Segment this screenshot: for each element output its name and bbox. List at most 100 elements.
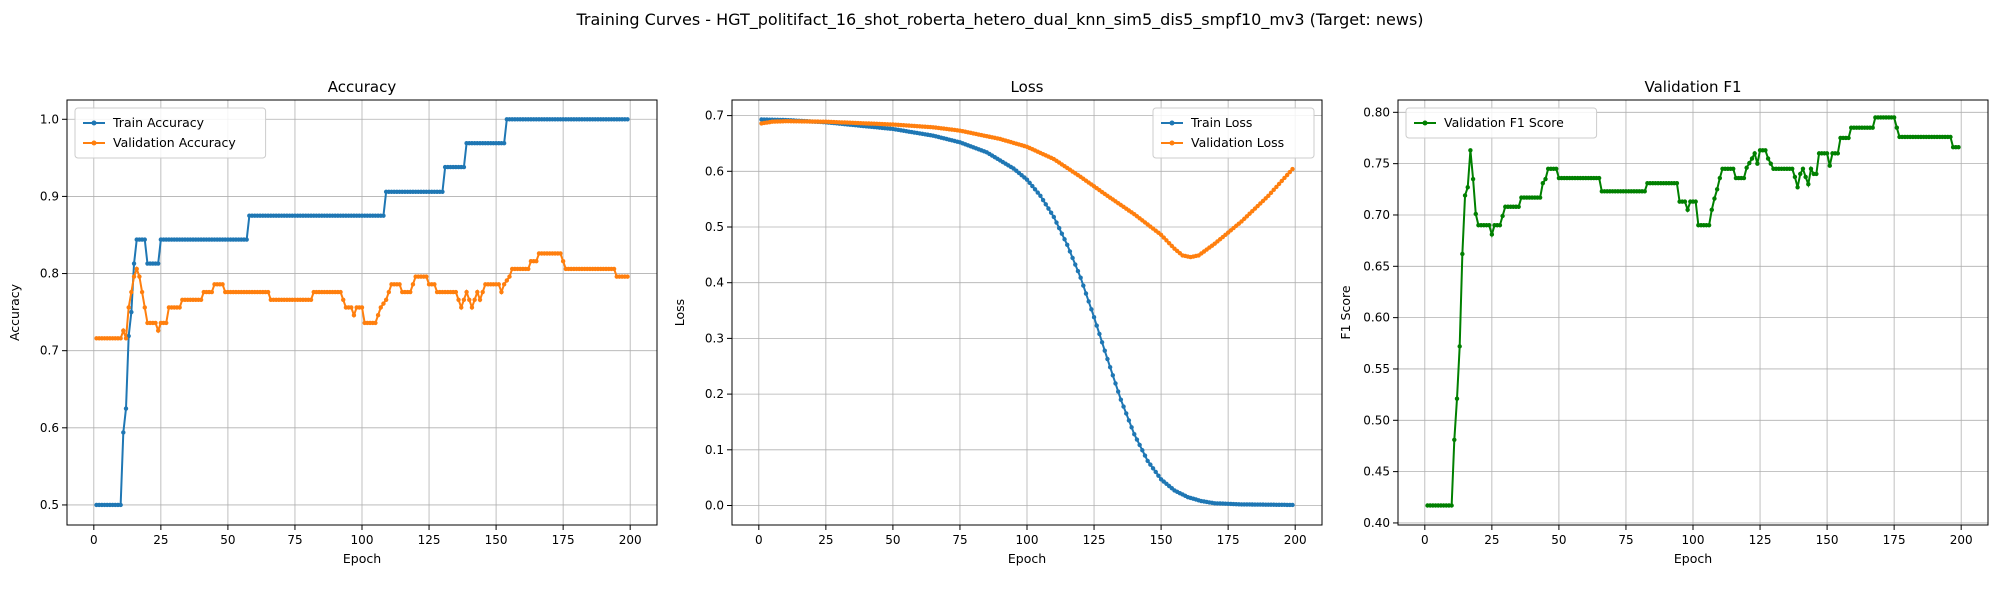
loss-x-tick-label: 50 <box>885 533 900 547</box>
train-accuracy-series <box>94 117 630 508</box>
validation-accuracy-point <box>501 282 507 287</box>
validation-f1-y-tick-label: 0.65 <box>1363 259 1390 273</box>
validation-loss-point <box>1169 243 1175 249</box>
validation-f1-score-point <box>1792 174 1798 180</box>
validation-loss-point <box>1271 187 1276 193</box>
validation-f1-y-axis-label: F1 Score <box>1338 285 1353 339</box>
validation-accuracy-point <box>496 282 501 287</box>
validation-accuracy-point <box>558 251 563 256</box>
train-loss-point <box>1132 432 1137 437</box>
validation-f1-score-point <box>1744 165 1749 170</box>
train-accuracy-point <box>501 140 507 146</box>
accuracy-x-tick-label: 200 <box>619 533 642 547</box>
train-loss-point <box>1099 340 1105 345</box>
validation-f1-score-point <box>1693 199 1698 204</box>
validation-f1-score-point <box>1452 437 1457 442</box>
accuracy-legend-box <box>74 107 267 159</box>
validation-accuracy-point <box>121 328 126 333</box>
train-accuracy-point <box>123 406 129 411</box>
accuracy-y-tick-label: 0.9 <box>40 189 59 203</box>
validation-accuracy-point <box>118 336 123 341</box>
loss-x-tick-label: 125 <box>1083 533 1106 547</box>
train-loss-point <box>1137 442 1142 448</box>
validation-f1-score-point <box>1806 181 1811 187</box>
validation-f1-score-point <box>1824 151 1830 156</box>
validation-accuracy-point <box>134 266 139 272</box>
train-loss-point <box>1043 202 1048 207</box>
train-accuracy-point <box>381 213 386 218</box>
train-loss-point <box>1024 177 1030 182</box>
validation-f1-score-point <box>1473 211 1478 217</box>
train-loss-point <box>1073 262 1078 267</box>
loss-x-tick-label: 200 <box>1284 533 1307 547</box>
validation-accuracy-point <box>424 274 429 279</box>
loss-legend-box <box>1152 107 1315 159</box>
validation-f1-score-point <box>1449 503 1454 508</box>
train-accuracy-point <box>121 430 126 435</box>
accuracy-y-tick-label: 0.7 <box>40 344 59 358</box>
loss-y-tick-label: 0.4 <box>705 276 724 290</box>
accuracy-axes-frame <box>66 99 658 526</box>
validation-f1-score-point <box>1803 174 1808 180</box>
validation-loss-point <box>1274 184 1279 190</box>
accuracy-y-tick-label: 0.6 <box>40 421 59 435</box>
validation-accuracy-point <box>209 289 215 295</box>
validation-f1-score-point <box>1894 125 1900 130</box>
train-loss-point <box>1118 397 1124 402</box>
validation-accuracy-point <box>408 289 413 295</box>
validation-accuracy-point <box>504 278 510 283</box>
train-loss-point <box>1110 373 1116 378</box>
train-loss-point <box>1027 180 1032 186</box>
train-loss-point <box>1129 425 1134 430</box>
validation-accuracy-point <box>341 297 346 302</box>
train-loss-point <box>1051 214 1057 220</box>
validation-f1-score-point <box>1540 180 1546 186</box>
accuracy-x-tick-label: 0 <box>90 533 98 547</box>
validation-f1-score-point <box>1948 134 1953 140</box>
validation-f1-x-tick-label: 25 <box>1484 533 1499 547</box>
validation-accuracy-point <box>349 305 354 310</box>
validation-f1-score-point <box>1537 195 1543 200</box>
loss-y-tick-label: 0.7 <box>705 109 724 123</box>
train-accuracy-point <box>244 237 249 242</box>
loss-subplot: 0 25 50 75 100 125 150 175 200 0.0 0.1 0.2 0.3 0.4 0.5… <box>672 78 1323 566</box>
validation-f1-score-point <box>1709 207 1714 213</box>
validation-accuracy-point <box>526 266 531 272</box>
validation-f1-y-tick-label: 0.80 <box>1363 105 1390 119</box>
validation-f1-score-point <box>1543 176 1548 182</box>
validation-f1-x-tick-label: 150 <box>1816 533 1839 547</box>
validation-accuracy-point <box>375 313 381 318</box>
train-loss-point <box>1046 206 1051 211</box>
accuracy-x-tick-label: 75 <box>287 533 302 547</box>
validation-f1-y-tick-label: 0.70 <box>1363 208 1390 222</box>
validation-accuracy-point <box>308 297 314 302</box>
train-loss-point <box>1153 469 1158 475</box>
validation-accuracy-point <box>499 289 504 295</box>
validation-f1-score-point <box>1706 223 1712 228</box>
loss-x-tick-label: 100 <box>1016 533 1039 547</box>
accuracy-x-tick-label: 175 <box>552 533 575 547</box>
validation-accuracy-point <box>265 289 271 295</box>
validation-f1-score-point <box>1752 151 1757 156</box>
accuracy-y-tick-label: 1.0 <box>40 112 59 126</box>
validation-f1-legend-box <box>1405 107 1598 139</box>
validation-f1-score-point <box>1827 163 1832 168</box>
validation-f1-score-point <box>1747 160 1752 166</box>
validation-loss-point <box>1161 235 1166 240</box>
validation-f1-score-point <box>1763 148 1768 153</box>
train-loss-point <box>1102 348 1107 353</box>
validation-accuracy-point <box>155 328 161 333</box>
accuracy-legend: Train Accuracy Validation Accuracy <box>74 107 267 159</box>
train-accuracy-point <box>440 189 445 194</box>
train-loss-point <box>1059 231 1065 236</box>
validation-accuracy-series <box>94 251 630 341</box>
validation-f1-score-point <box>1765 156 1771 161</box>
validation-f1-score-point <box>1741 175 1747 181</box>
validation-accuracy-point <box>220 282 225 287</box>
train-loss-point <box>1032 187 1038 192</box>
validation-accuracy-point <box>383 297 389 302</box>
validation-f1-score-point <box>1674 180 1680 186</box>
validation-accuracy-point <box>137 274 142 279</box>
validation-f1-y-tick-label: 0.75 <box>1363 157 1390 171</box>
validation-accuracy-point <box>129 289 134 295</box>
